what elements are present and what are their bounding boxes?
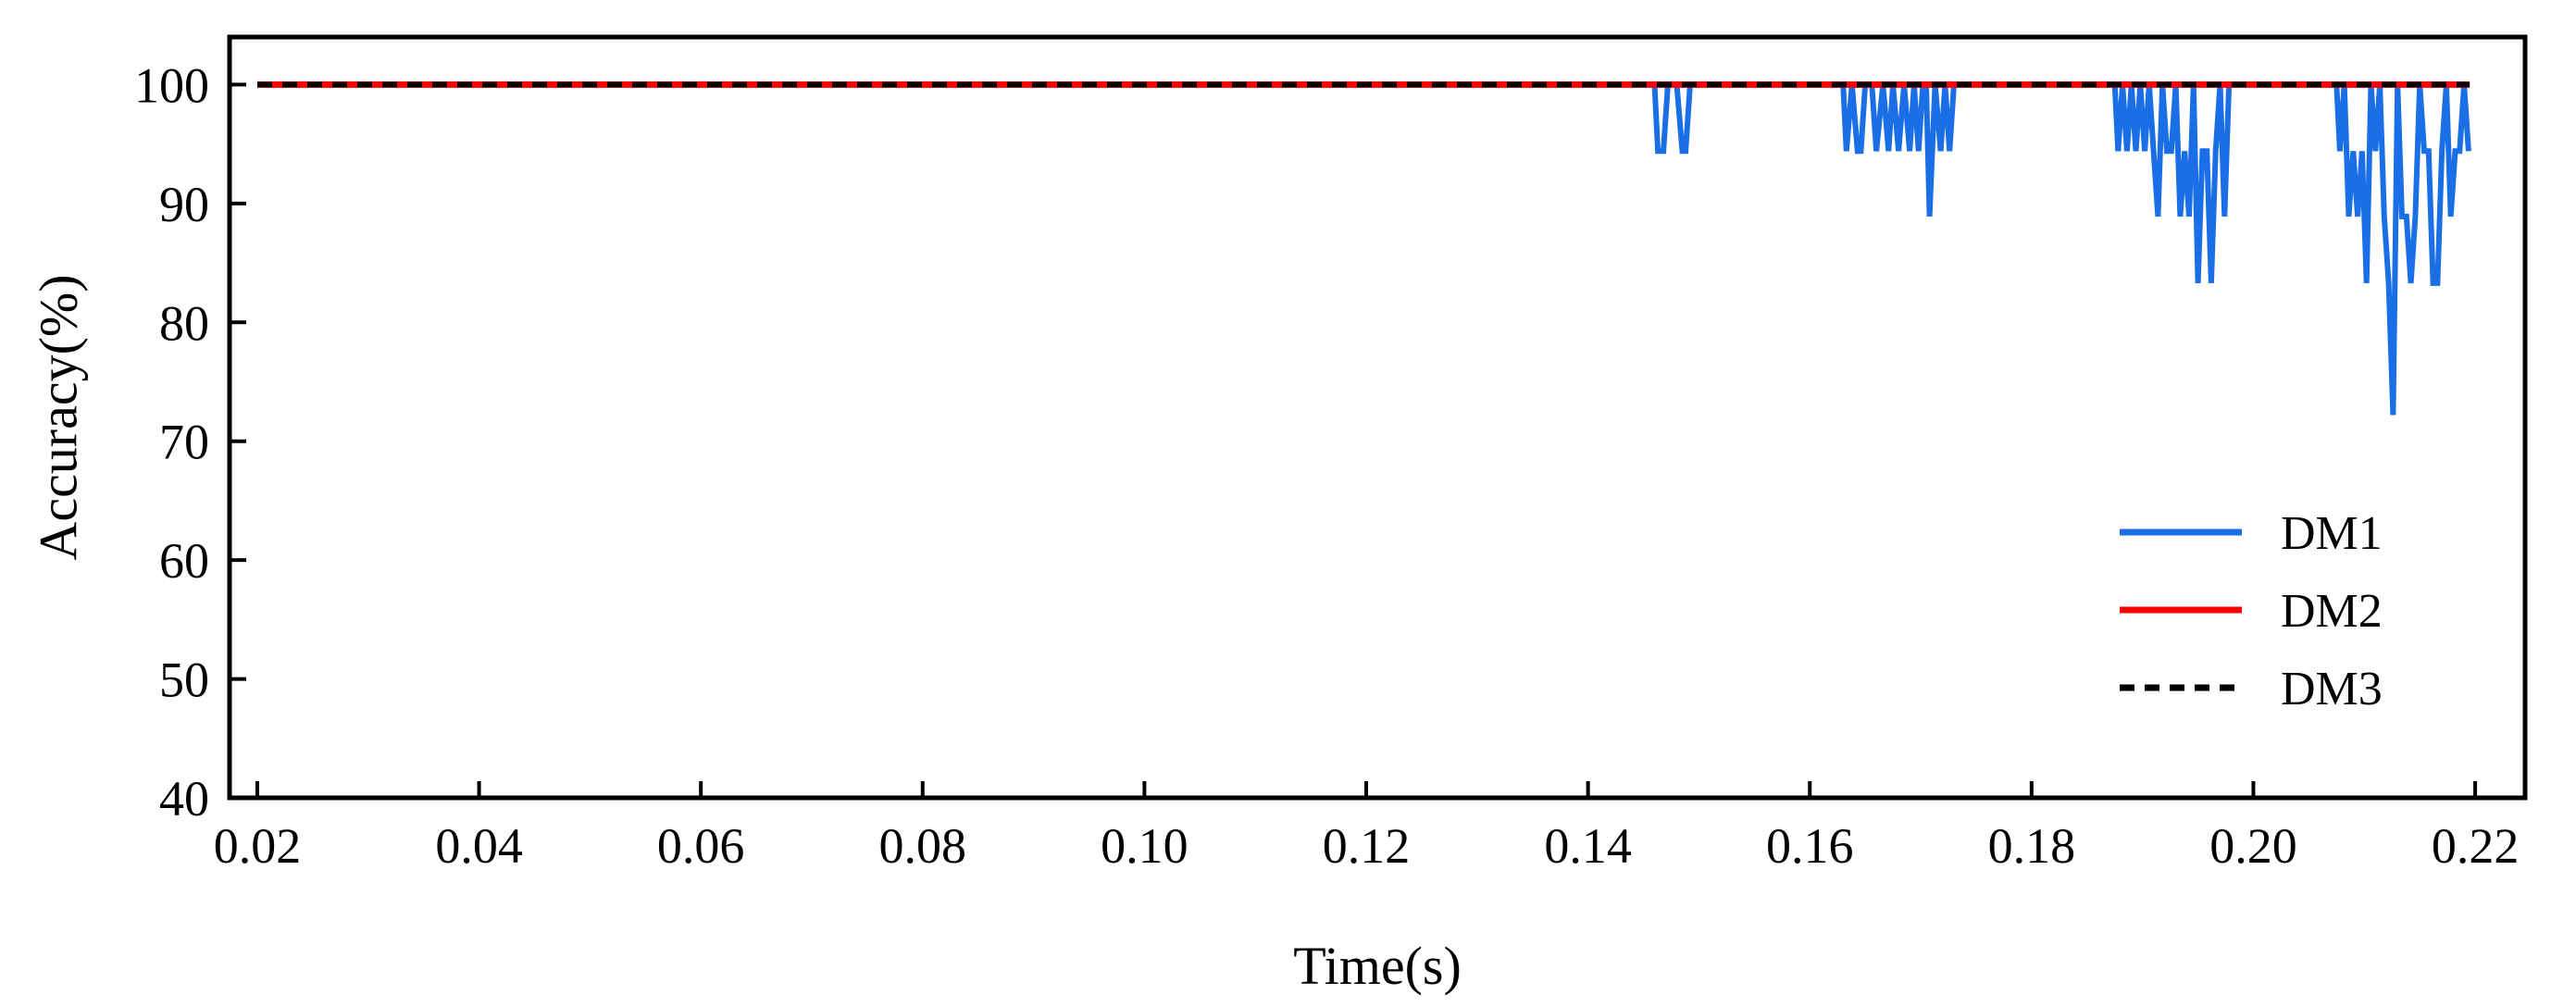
x-axis-title: Time(s) bbox=[1293, 936, 1462, 996]
x-tick-label: 0.10 bbox=[1101, 818, 1188, 874]
x-tick-label: 0.14 bbox=[1544, 818, 1632, 874]
y-axis-title: Accuracy(%) bbox=[28, 274, 88, 560]
series-line-dm1 bbox=[257, 81, 2471, 416]
y-tick-label: 80 bbox=[159, 295, 209, 351]
x-tick-label: 0.22 bbox=[2432, 818, 2520, 874]
x-tick-label: 0.04 bbox=[435, 818, 523, 874]
x-tick-label: 0.16 bbox=[1766, 818, 1854, 874]
legend: DM1 DM2 DM3 bbox=[2120, 507, 2383, 715]
x-tick-label: 0.20 bbox=[2209, 818, 2297, 874]
y-tick-label: 70 bbox=[159, 415, 209, 470]
y-tick-label: 40 bbox=[159, 771, 209, 827]
legend-label-dm3: DM3 bbox=[2281, 663, 2383, 715]
y-tick-label: 90 bbox=[159, 177, 209, 232]
axes: 0.02 0.04 0.06 0.08 0.10 0.12 0.14 0.16 0.18 0.20… bbox=[134, 57, 2519, 874]
legend-label-dm1: DM1 bbox=[2281, 507, 2383, 560]
x-tick-label: 0.02 bbox=[214, 818, 302, 874]
x-tick-label: 0.18 bbox=[1988, 818, 2076, 874]
x-tick-label: 0.12 bbox=[1323, 818, 1411, 874]
x-tick-label: 0.08 bbox=[879, 818, 967, 874]
series-layer bbox=[257, 81, 2471, 416]
legend-label-dm2: DM2 bbox=[2281, 585, 2383, 638]
plot-frame bbox=[227, 34, 2528, 801]
y-tick-label: 60 bbox=[159, 533, 209, 589]
y-tick-label: 100 bbox=[134, 57, 209, 113]
y-tick-label: 50 bbox=[159, 653, 209, 708]
x-tick-label: 0.06 bbox=[657, 818, 745, 874]
